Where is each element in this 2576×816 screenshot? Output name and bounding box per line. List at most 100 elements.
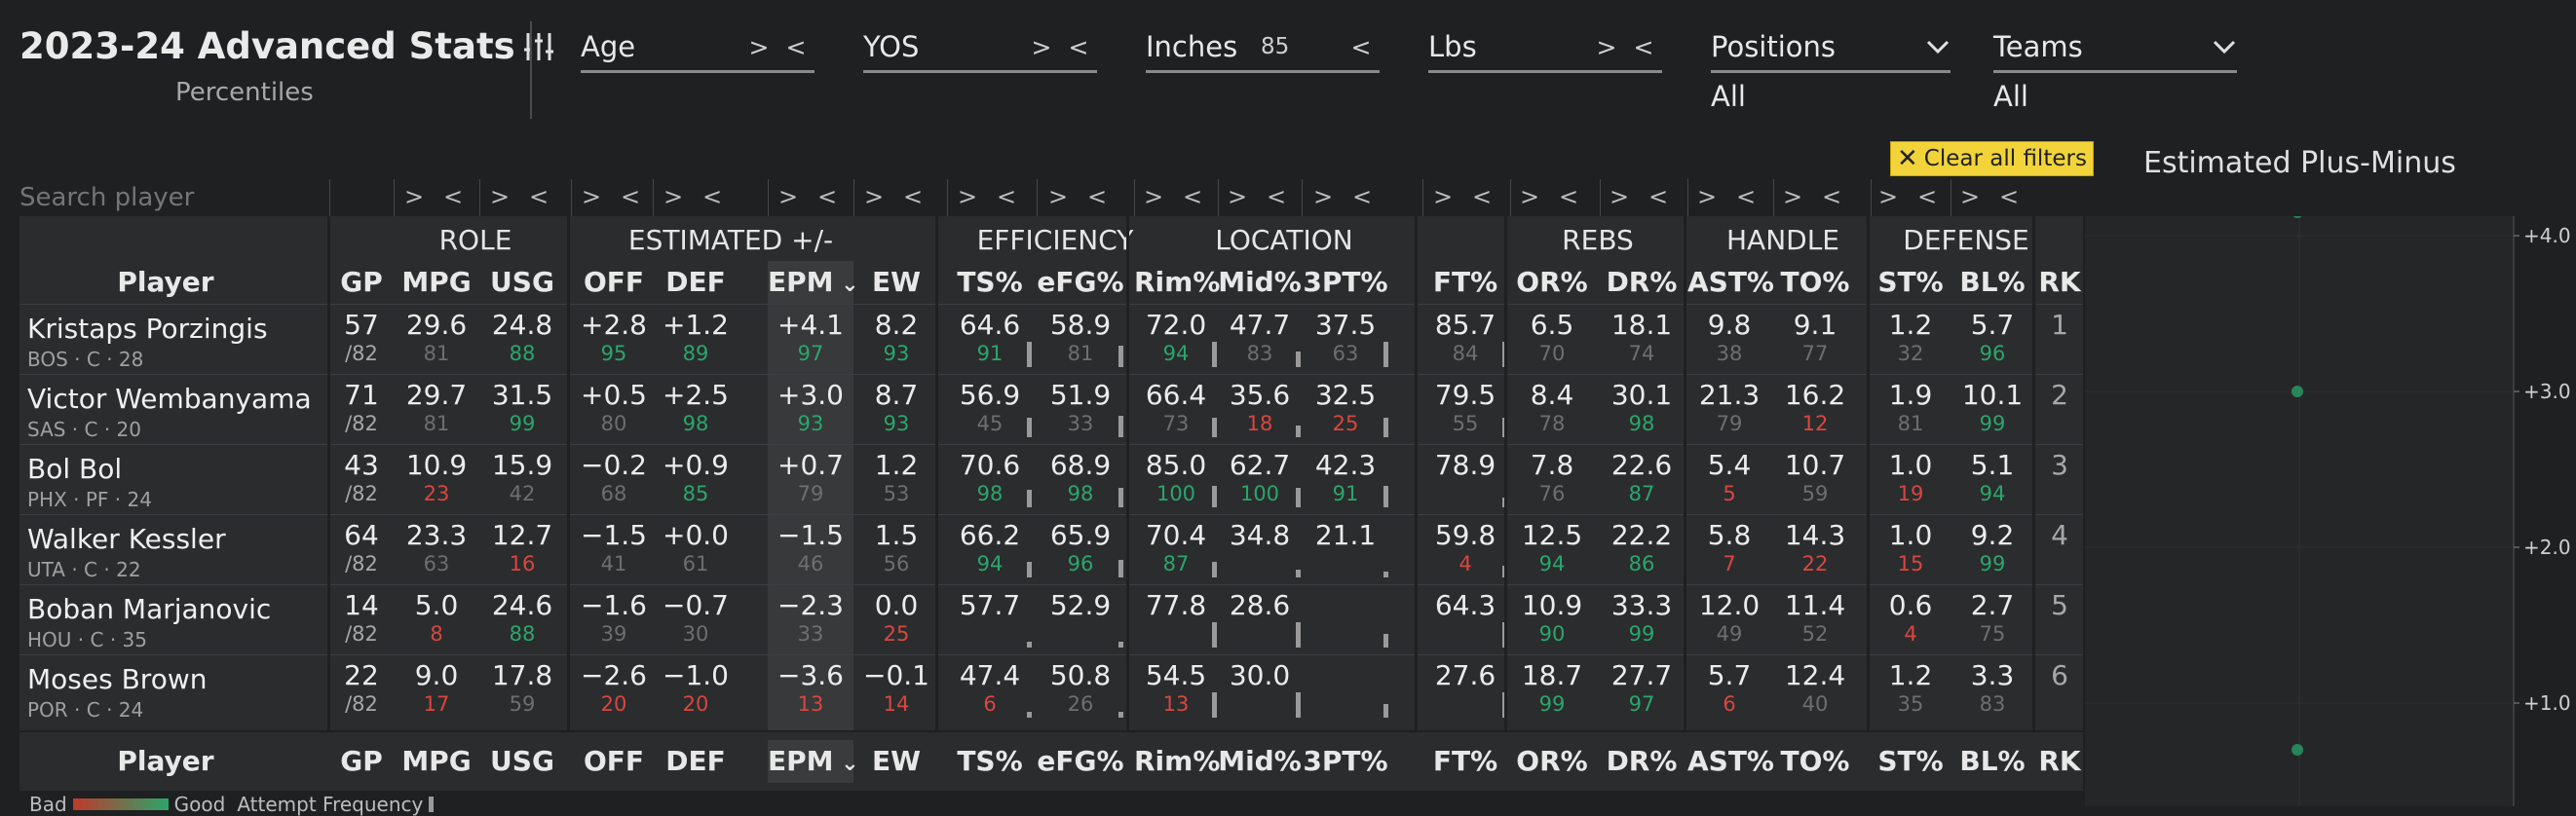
column-header-or-[interactable]: OR%: [1516, 266, 1588, 298]
column-filter-lt-button[interactable]: <: [1471, 183, 1493, 210]
column-header-dr-[interactable]: DR%: [1606, 266, 1678, 298]
column-filter-gt-button[interactable]: >: [777, 183, 799, 210]
age-filter[interactable]: Age > <: [581, 23, 814, 73]
footer-header-efg-[interactable]: eFG%: [1037, 745, 1124, 777]
footer-header-st-[interactable]: ST%: [1877, 745, 1944, 777]
column-filter-lt-button[interactable]: <: [996, 183, 1017, 210]
column-filter-gt-button[interactable]: >: [663, 183, 684, 210]
column-filter-lt-button[interactable]: <: [1648, 183, 1669, 210]
clear-filters-button[interactable]: ✕ Clear all filters: [1890, 141, 2094, 176]
footer-header-ast-[interactable]: AST%: [1687, 745, 1774, 777]
column-header-st-[interactable]: ST%: [1877, 266, 1944, 298]
column-filter-gt-button[interactable]: >: [1877, 183, 1899, 210]
column-header-to-[interactable]: TO%: [1780, 266, 1850, 298]
column-filter-lt-button[interactable]: <: [1916, 183, 1938, 210]
column-filter-lt-button[interactable]: <: [1266, 183, 1287, 210]
player-name[interactable]: Moses Brown: [27, 663, 208, 695]
table-row[interactable]: Victor Wembanyama SAS · C · 20 71/82 29.7 81…: [19, 374, 2083, 443]
column-header-off[interactable]: OFF: [583, 266, 645, 298]
table-row[interactable]: Moses Brown POR · C · 24 22/82 9.0 17 17.8 59−…: [19, 654, 2083, 723]
column-filter-gt-button[interactable]: >: [1432, 183, 1454, 210]
footer-header-ts-[interactable]: TS%: [957, 745, 1023, 777]
column-filter-gt-button[interactable]: >: [1047, 183, 1069, 210]
chart-point[interactable]: [2292, 216, 2303, 218]
positions-dropdown[interactable]: Positions: [1711, 23, 1951, 73]
lbs-lt-button[interactable]: <: [1633, 32, 1654, 61]
inches-lt-button[interactable]: <: [1350, 32, 1372, 61]
column-filter-lt-button[interactable]: <: [442, 183, 464, 210]
column-filter-lt-button[interactable]: <: [528, 183, 549, 210]
player-name[interactable]: Boban Marjanovic: [27, 593, 272, 625]
footer-header-dr-[interactable]: DR%: [1606, 745, 1678, 777]
footer-header-rk[interactable]: RK: [2038, 745, 2081, 777]
column-header-3pt-[interactable]: 3PT%: [1303, 266, 1388, 298]
column-header-ew[interactable]: EW: [871, 266, 921, 298]
column-filter-gt-button[interactable]: >: [863, 183, 885, 210]
column-filter-gt-button[interactable]: >: [1143, 183, 1164, 210]
column-header-usg[interactable]: USG: [490, 266, 554, 298]
column-filter-lt-button[interactable]: <: [816, 183, 838, 210]
yos-lt-button[interactable]: <: [1068, 32, 1089, 61]
column-filter-gt-button[interactable]: >: [581, 183, 602, 210]
chart-point[interactable]: [2292, 744, 2303, 756]
column-filter-lt-button[interactable]: <: [1735, 183, 1757, 210]
player-name[interactable]: Walker Kessler: [27, 523, 226, 555]
column-header-ft-[interactable]: FT%: [1432, 266, 1498, 298]
footer-header-ft-[interactable]: FT%: [1432, 745, 1498, 777]
column-filter-lt-button[interactable]: <: [1998, 183, 2020, 210]
column-header-epm[interactable]: EPM ⌄: [768, 261, 859, 304]
footer-header-epm[interactable]: EPM ⌄: [768, 740, 859, 783]
column-header-efg-[interactable]: eFG%: [1037, 266, 1124, 298]
column-header-bl-[interactable]: BL%: [1959, 266, 2026, 298]
column-filter-lt-button[interactable]: <: [902, 183, 924, 210]
footer-header-bl-[interactable]: BL%: [1959, 745, 2026, 777]
column-filter-gt-button[interactable]: >: [1959, 183, 1981, 210]
column-filter-gt-button[interactable]: >: [403, 183, 425, 210]
column-header-rim-[interactable]: Rim%: [1134, 266, 1221, 298]
footer-header-mpg[interactable]: MPG: [401, 745, 472, 777]
column-filter-gt-button[interactable]: >: [1312, 183, 1334, 210]
column-header-mpg[interactable]: MPG: [401, 266, 472, 298]
column-header-ts-[interactable]: TS%: [957, 266, 1023, 298]
age-lt-button[interactable]: <: [785, 32, 807, 61]
footer-header-rim-[interactable]: Rim%: [1134, 745, 1221, 777]
table-row[interactable]: Bol Bol PHX · PF · 24 43/82 10.9 23 15.9 42 −0.…: [19, 444, 2083, 513]
teams-dropdown[interactable]: Teams: [1993, 23, 2237, 73]
column-filter-gt-button[interactable]: >: [1519, 183, 1540, 210]
inches-filter[interactable]: Inches 85 <: [1146, 23, 1380, 73]
footer-header-def[interactable]: DEF: [665, 745, 726, 777]
footer-header-ew[interactable]: EW: [871, 745, 921, 777]
column-filter-lt-button[interactable]: <: [1821, 183, 1842, 210]
lbs-filter[interactable]: Lbs > <: [1428, 23, 1662, 73]
inches-filter-value[interactable]: 85: [1261, 34, 1290, 59]
search-input[interactable]: [19, 179, 325, 216]
footer-header-mid-[interactable]: Mid%: [1218, 745, 1302, 777]
column-filter-lt-button[interactable]: <: [701, 183, 723, 210]
column-filter-gt-button[interactable]: >: [1696, 183, 1718, 210]
footer-header-or-[interactable]: OR%: [1516, 745, 1588, 777]
column-filter-gt-button[interactable]: >: [1782, 183, 1803, 210]
chart-point[interactable]: [2292, 386, 2303, 397]
footer-header-gp[interactable]: GP: [340, 745, 383, 777]
column-filter-lt-button[interactable]: <: [1558, 183, 1579, 210]
column-header-def[interactable]: DEF: [665, 266, 726, 298]
table-row[interactable]: Kristaps Porzingis BOS · C · 28 57/82 29.6 8…: [19, 304, 2083, 373]
footer-header-to-[interactable]: TO%: [1780, 745, 1850, 777]
column-header-ast-[interactable]: AST%: [1687, 266, 1774, 298]
footer-header-player[interactable]: Player: [117, 745, 214, 777]
column-header-mid-[interactable]: Mid%: [1218, 266, 1302, 298]
table-row[interactable]: Boban Marjanovic HOU · C · 35 14/82 5.0 8 24.…: [19, 584, 2083, 653]
column-header-player[interactable]: Player: [117, 266, 214, 298]
column-filter-gt-button[interactable]: >: [957, 183, 978, 210]
footer-header-3pt-[interactable]: 3PT%: [1303, 745, 1388, 777]
player-name[interactable]: Kristaps Porzingis: [27, 313, 268, 345]
column-header-rk[interactable]: RK: [2038, 266, 2081, 298]
column-filter-lt-button[interactable]: <: [1351, 183, 1373, 210]
column-filter-lt-button[interactable]: <: [1182, 183, 1203, 210]
column-filter-lt-button[interactable]: <: [620, 183, 641, 210]
yos-filter[interactable]: YOS > <: [863, 23, 1097, 73]
column-filter-gt-button[interactable]: >: [1609, 183, 1630, 210]
lbs-gt-button[interactable]: >: [1596, 32, 1617, 61]
table-row[interactable]: Walker Kessler UTA · C · 22 64/82 23.3 63 12.…: [19, 514, 2083, 583]
column-header-gp[interactable]: GP: [340, 266, 383, 298]
